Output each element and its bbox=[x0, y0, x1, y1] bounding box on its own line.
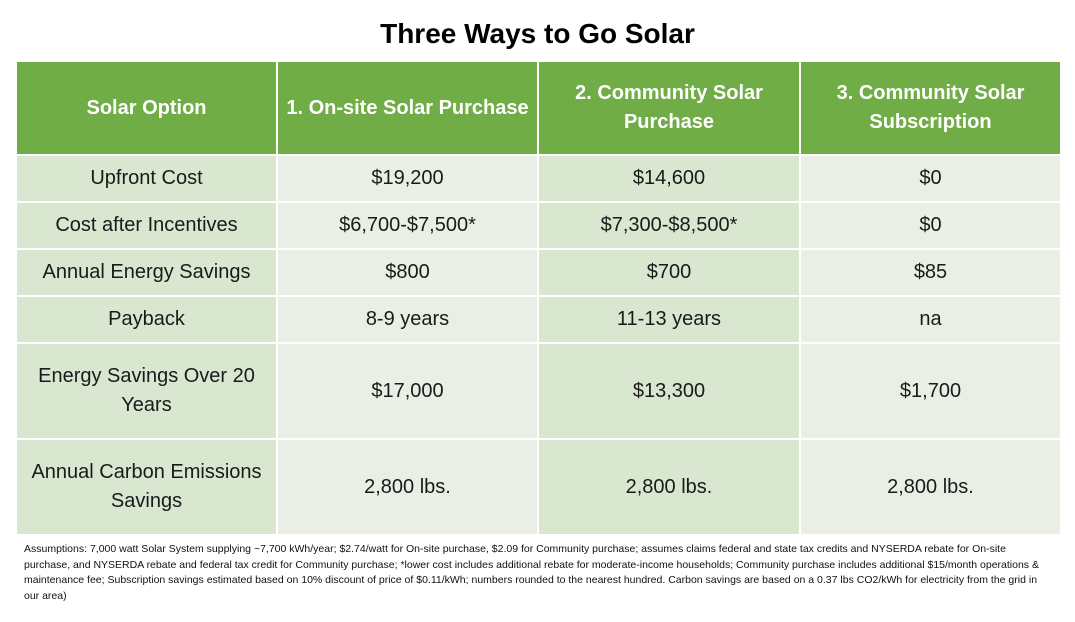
assumptions-footnote: Assumptions: 7,000 watt Solar System sup… bbox=[24, 543, 1039, 602]
table-cell: $14,600 bbox=[537, 154, 801, 203]
table-row: Upfront Cost $19,200 $14,600 $0 bbox=[15, 154, 1062, 203]
table-cell: 2,800 lbs. bbox=[537, 438, 801, 536]
table-cell: $7,300-$8,500* bbox=[537, 201, 801, 250]
row-label: Annual Energy Savings bbox=[15, 248, 278, 297]
table-row: Cost after Incentives $6,700-$7,500* $7,… bbox=[15, 201, 1062, 250]
table-cell: $85 bbox=[799, 248, 1062, 297]
table-cell: $0 bbox=[799, 201, 1062, 250]
table-cell: $19,200 bbox=[276, 154, 539, 203]
page-title: Three Ways to Go Solar bbox=[380, 18, 695, 49]
table-cell: 11-13 years bbox=[537, 295, 801, 344]
table-cell: $6,700-$7,500* bbox=[276, 201, 539, 250]
row-label: Annual Carbon Emissions Savings bbox=[15, 438, 278, 536]
table-row: Payback 8-9 years 11-13 years na bbox=[15, 295, 1062, 344]
table-cell: $1,700 bbox=[799, 342, 1062, 440]
header-solar-option: Solar Option bbox=[15, 60, 278, 156]
table-header-row: Solar Option 1. On-site Solar Purchase 2… bbox=[15, 60, 1062, 156]
row-label: Upfront Cost bbox=[15, 154, 278, 203]
header-community-purchase: 2. Community Solar Purchase bbox=[537, 60, 801, 156]
table-cell: $13,300 bbox=[537, 342, 801, 440]
row-label: Cost after Incentives bbox=[15, 201, 278, 250]
table-cell: 2,800 lbs. bbox=[276, 438, 539, 536]
table-row: Annual Energy Savings $800 $700 $85 bbox=[15, 248, 1062, 297]
table-row: Annual Carbon Emissions Savings 2,800 lb… bbox=[15, 438, 1062, 536]
solar-options-table: Solar Option 1. On-site Solar Purchase 2… bbox=[15, 60, 1062, 536]
table-row: Energy Savings Over 20 Years $17,000 $13… bbox=[15, 342, 1062, 440]
header-community-subscription: 3. Community Solar Subscription bbox=[799, 60, 1062, 156]
header-onsite-purchase: 1. On-site Solar Purchase bbox=[276, 60, 539, 156]
row-label: Payback bbox=[15, 295, 278, 344]
table-cell: 8-9 years bbox=[276, 295, 539, 344]
table-cell: 2,800 lbs. bbox=[799, 438, 1062, 536]
table-cell: $700 bbox=[537, 248, 801, 297]
table-cell: $800 bbox=[276, 248, 539, 297]
row-label: Energy Savings Over 20 Years bbox=[15, 342, 278, 440]
table-cell: $0 bbox=[799, 154, 1062, 203]
table-cell: na bbox=[799, 295, 1062, 344]
table-cell: $17,000 bbox=[276, 342, 539, 440]
